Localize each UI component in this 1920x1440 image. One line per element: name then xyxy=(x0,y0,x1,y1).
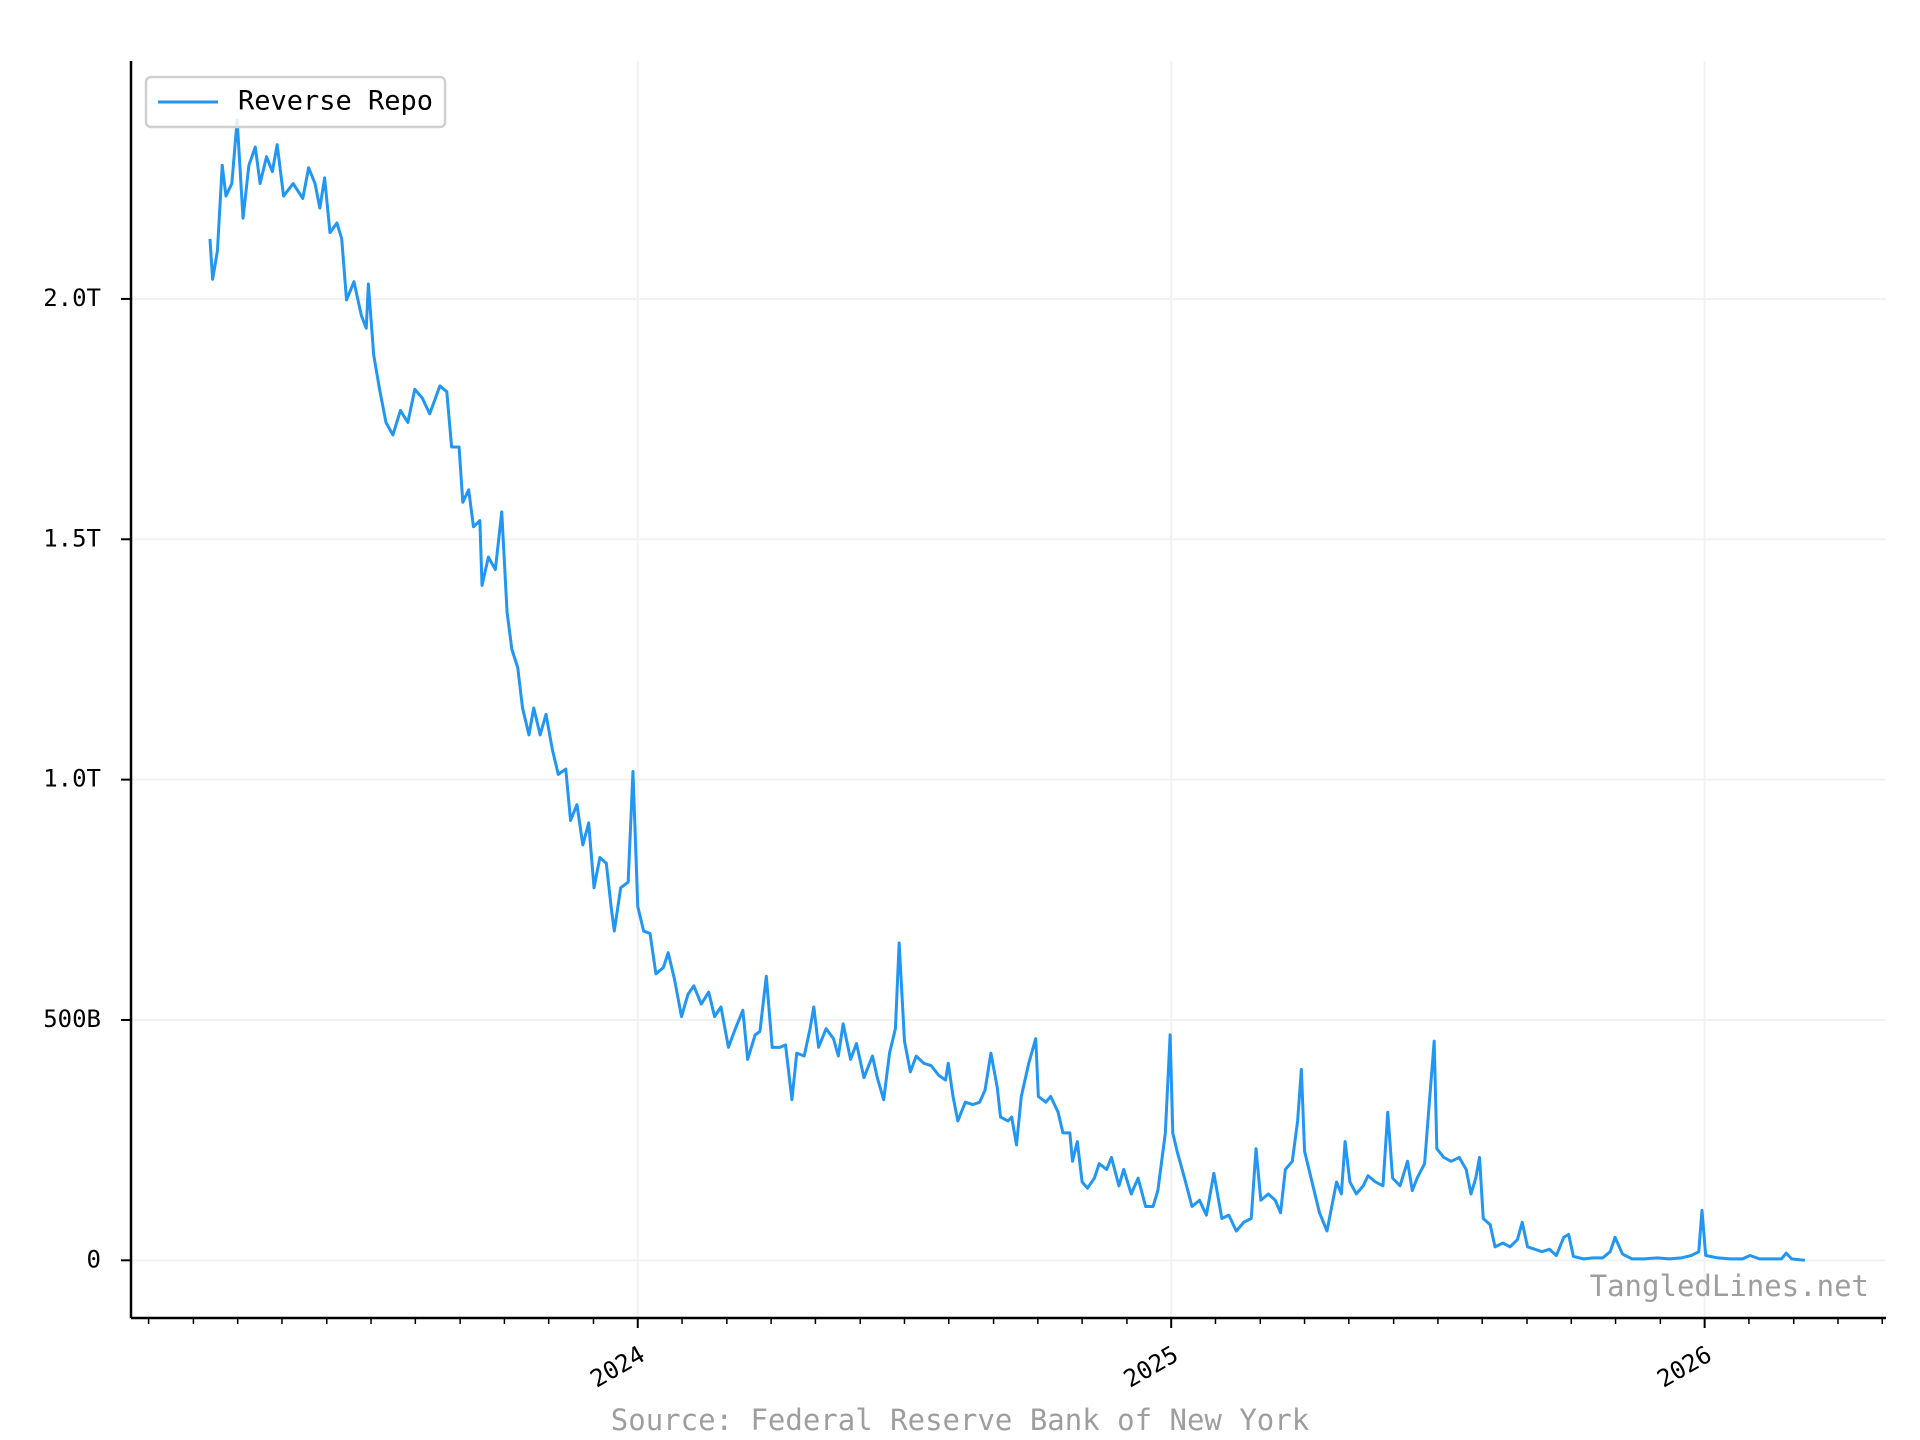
y-tick-label: 500B xyxy=(43,1005,101,1033)
watermark: TangledLines.net xyxy=(1590,1269,1869,1303)
legend-label: Reverse Repo xyxy=(238,86,433,117)
x-tick-label: 2025 xyxy=(1119,1340,1183,1393)
y-tick-label: 1.0T xyxy=(43,765,101,793)
data-line xyxy=(208,118,1806,1262)
source-note: Source: Federal Reserve Bank of New York xyxy=(611,1403,1310,1437)
x-tick-label: 2024 xyxy=(586,1340,650,1393)
y-tick-label: 1.5T xyxy=(43,524,101,552)
y-tick-label: 2.0T xyxy=(43,284,101,312)
y-tick-label: 0 xyxy=(87,1245,101,1273)
plot-area xyxy=(208,118,1806,1262)
grid xyxy=(131,61,1886,1318)
axes: 0 500B 1.0T 1.5T 2.0T 2024 2025 2026 xyxy=(43,61,1886,1393)
legend: Reverse Repo xyxy=(144,75,447,129)
legend-box xyxy=(144,75,447,129)
x-tick-label: 2026 xyxy=(1652,1340,1716,1393)
